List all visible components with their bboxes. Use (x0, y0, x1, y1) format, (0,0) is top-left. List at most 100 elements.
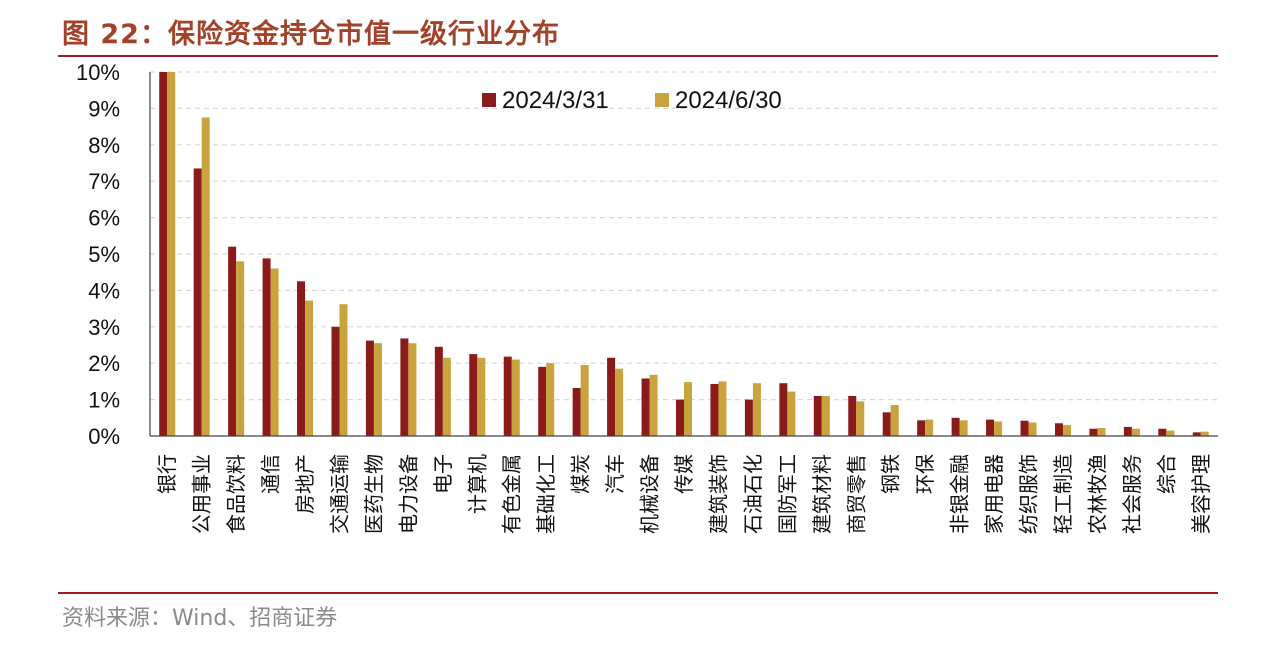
y-axis: 0% 1% 2% 3% 4% 5% 6% 7% 8% 9% 10% (76, 60, 151, 449)
bar-series1 (848, 395, 857, 436)
x-tick-label: 轻工制造 (1051, 454, 1075, 534)
x-tick-label: 综合 (1154, 454, 1178, 494)
bar-series1 (917, 420, 926, 436)
x-axis: 银行 公用事业 食品饮料 通信 房地产 交通运输 医药生物 电力设备 电子 计算机 有色金属 基础化工… (150, 435, 1218, 534)
bar-series1 (1158, 428, 1167, 436)
y-tick-label: 4% (88, 278, 120, 303)
bar-series2 (821, 395, 830, 436)
bar-series1 (572, 387, 581, 436)
x-tick-label: 交通运输 (327, 454, 351, 534)
bar-series1 (297, 281, 306, 436)
y-tick-label: 10% (76, 60, 120, 85)
x-tick-label: 计算机 (465, 454, 489, 514)
bar-series2 (649, 374, 658, 436)
bar-series2 (1131, 428, 1140, 436)
y-tick-label: 8% (88, 133, 120, 158)
x-tick-label: 纺织服饰 (1017, 454, 1041, 534)
bar-series1 (469, 354, 478, 436)
bar-series2 (339, 304, 348, 436)
x-tick-label: 环保 (913, 454, 937, 494)
bar-series1 (503, 356, 512, 436)
bar-series2 (994, 421, 1003, 436)
x-tick-label: 电力设备 (396, 454, 420, 534)
bar-series2 (856, 401, 865, 436)
x-tick-label: 银行 (155, 454, 179, 494)
bar-series2 (442, 357, 451, 436)
x-tick-label: 食品饮料 (224, 454, 248, 534)
bar-series1 (228, 246, 237, 436)
bar-series2 (546, 363, 555, 436)
y-tick-label: 5% (88, 242, 120, 267)
x-tick-label: 汽车 (603, 454, 627, 494)
source-note: 资料来源：Wind、招商证券 (62, 606, 338, 631)
y-tick-label: 0% (88, 424, 120, 449)
x-tick-label: 机械设备 (638, 454, 662, 534)
x-tick-label: 基础化工 (534, 454, 558, 534)
bar-series2 (477, 357, 486, 436)
bar-series2 (580, 365, 589, 436)
figure-title: 图 22：保险资金持仓市值一级行业分布 (62, 19, 560, 50)
x-tick-label: 家用电器 (982, 454, 1006, 534)
bar-series1 (779, 383, 788, 436)
x-tick-label: 建筑材料 (810, 454, 834, 534)
bar-series2 (1062, 425, 1071, 436)
bar-series2 (201, 117, 210, 436)
bar-series2 (684, 382, 692, 436)
x-tick-label: 国防军工 (775, 454, 799, 534)
bar-series2 (1166, 430, 1175, 436)
legend-label: 2024/3/31 (502, 87, 609, 114)
bar-series1 (641, 378, 650, 436)
bar-series1 (607, 357, 616, 436)
bar-series2 (167, 72, 176, 436)
bar-series2 (1028, 422, 1037, 436)
bars (159, 72, 1209, 436)
bar-series2 (511, 359, 520, 436)
bar-series1 (159, 72, 168, 436)
x-tick-label: 商贸零售 (844, 454, 868, 534)
bar-series1 (744, 399, 753, 436)
x-tick-label: 有色金属 (500, 454, 524, 534)
bar-series2 (959, 420, 968, 436)
bar-series2 (752, 383, 761, 436)
bar-series2 (890, 405, 899, 436)
legend-swatch (655, 93, 669, 107)
legend-label: 2024/6/30 (675, 87, 782, 114)
bar-series2 (1200, 431, 1209, 436)
bar-series1 (1192, 432, 1201, 436)
x-tick-label: 房地产 (293, 454, 317, 514)
bar-series2 (305, 300, 314, 436)
bar-series2 (787, 391, 796, 436)
bar-series1 (813, 395, 822, 436)
x-tick-label: 农林牧渔 (1085, 454, 1109, 534)
bar-series1 (1020, 420, 1029, 436)
bar-series2 (236, 261, 245, 436)
x-tick-label: 医药生物 (362, 454, 386, 534)
top-rule (58, 55, 1218, 57)
bar-series1 (365, 340, 374, 436)
x-tick-label: 美容护理 (1189, 454, 1213, 534)
bar-series2 (270, 268, 279, 436)
x-tick-label: 石油石化 (741, 454, 765, 534)
y-tick-label: 9% (88, 96, 120, 121)
y-tick-label: 6% (88, 206, 120, 231)
bar-series1 (434, 346, 443, 436)
bottom-rule (58, 592, 1218, 594)
bar-series1 (1123, 426, 1132, 436)
bar-series1 (676, 399, 684, 436)
x-tick-label: 钢铁 (879, 454, 903, 494)
bar-chart: 0% 1% 2% 3% 4% 5% 6% 7% 8% 9% 10% 银行 公用事业 食品饮料 通信 房地产交… (76, 60, 1218, 534)
x-tick-label: 非银金融 (948, 454, 972, 534)
bar-series1 (1089, 428, 1098, 436)
y-tick-label: 7% (88, 169, 120, 194)
legend: 2024/3/31 2024/6/30 (482, 87, 782, 114)
bar-series1 (710, 383, 719, 436)
bar-series1 (193, 168, 202, 436)
x-tick-label: 通信 (259, 454, 283, 494)
bar-series1 (882, 412, 891, 436)
x-tick-label: 社会服务 (1120, 454, 1144, 534)
bar-series2 (408, 343, 417, 436)
bar-series2 (925, 419, 934, 436)
legend-swatch (482, 93, 496, 107)
bar-series1 (538, 366, 547, 436)
x-tick-label: 公用事业 (190, 454, 214, 534)
